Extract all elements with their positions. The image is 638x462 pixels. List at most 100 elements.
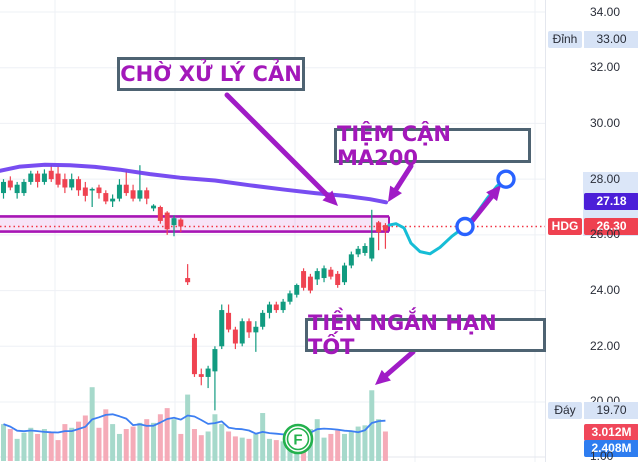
- candle-body: [198, 374, 204, 377]
- volume-bar: [273, 440, 279, 461]
- candlestick-chart-canvas[interactable]: F: [0, 0, 545, 462]
- candle-body: [130, 190, 136, 199]
- volume-bar: [48, 431, 54, 461]
- volume-bar: [266, 438, 272, 461]
- candle-body: [7, 180, 13, 188]
- volume-bar: [219, 424, 225, 461]
- volume-bar: [178, 433, 184, 461]
- axis-row: Đáy 19.70: [546, 401, 638, 419]
- volume-bar: [144, 419, 150, 461]
- volume-bar: [342, 433, 347, 461]
- candle-body: [369, 237, 375, 259]
- volume-bar: [110, 424, 116, 461]
- volume-bar: [171, 419, 177, 461]
- axis-row: 24.00: [546, 282, 638, 299]
- axis-row: 32.00: [546, 59, 638, 76]
- candle-body: [151, 205, 157, 209]
- projection-circle[interactable]: [455, 216, 475, 237]
- axis-row: Đỉnh 33.00: [546, 31, 638, 49]
- candle-body: [301, 271, 307, 288]
- candle-body: [253, 326, 259, 333]
- candle-body: [314, 271, 320, 280]
- volume-bar: [103, 409, 109, 461]
- candle-body: [219, 310, 225, 347]
- volume-bar: [226, 431, 232, 461]
- candle-body: [185, 278, 191, 283]
- candle-body: [28, 173, 34, 182]
- candle-body: [144, 190, 150, 199]
- candle-body: [89, 188, 95, 191]
- volume-bar: [96, 427, 102, 461]
- volume-bar: [376, 419, 382, 461]
- candle-body: [82, 187, 88, 196]
- axis-side-label: HDG: [548, 217, 582, 235]
- volume-bar: [14, 438, 20, 461]
- volume-bar: [41, 429, 47, 461]
- annotation-ma200-note[interactable]: TIỆM CẬN MA200: [334, 122, 531, 170]
- volume-bar: [62, 424, 68, 461]
- price-axis[interactable]: 34.00 Đỉnh 33.00 32.00 30.00 28.00 27.18 HDG 26.…: [545, 0, 638, 462]
- volume-bar: [239, 437, 245, 461]
- volume-bar: [348, 431, 354, 461]
- volume-bar: [55, 440, 61, 461]
- annotation-text: TIỆM CẬN MA200: [337, 121, 451, 170]
- candle-body: [335, 273, 341, 285]
- candle-body: [96, 187, 102, 194]
- arrow-shaft: [383, 349, 416, 378]
- axis-row: 28.00: [546, 171, 638, 188]
- candle-body: [205, 368, 211, 377]
- price-badge: 2.408M: [584, 439, 638, 457]
- volume-bar: [76, 421, 82, 461]
- candle-body: [35, 173, 41, 182]
- volume-bar: [21, 432, 27, 461]
- candle-body: [123, 184, 129, 194]
- f-logo-letter: F: [293, 432, 302, 449]
- price-label: 26.00: [590, 227, 621, 242]
- projection-line[interactable]: [387, 177, 508, 256]
- volume-bar: [123, 429, 129, 461]
- candle-body: [280, 301, 286, 311]
- candle-body: [103, 193, 109, 202]
- price-label: 33.00: [584, 31, 638, 49]
- price-label: 1.00: [590, 448, 614, 462]
- candle-body: [69, 179, 75, 188]
- candle-body: [116, 184, 122, 199]
- projection-circle[interactable]: [496, 169, 516, 189]
- candle-body: [342, 265, 347, 283]
- volume-bar: [191, 429, 197, 461]
- volume-bar: [246, 438, 252, 461]
- arrow-head: [322, 190, 338, 206]
- volume-bar: [314, 419, 320, 461]
- volume-bar: [137, 422, 143, 461]
- volume-bar: [1, 424, 6, 461]
- annotation-shortterm-money-note[interactable]: TIỀN NGẮN HẠN TỐT: [305, 311, 546, 359]
- candle-body: [328, 269, 334, 277]
- annotation-text: TIỀN NGẮN HẠN TỐT: [308, 311, 497, 359]
- arrow-head: [486, 185, 501, 202]
- axis-side-label: Đỉnh: [548, 31, 582, 49]
- volume-bar: [321, 437, 327, 461]
- price-label: 28.00: [590, 171, 621, 186]
- candle-body: [239, 321, 245, 344]
- volume-bar: [355, 426, 361, 461]
- candle-body: [191, 337, 197, 375]
- volume-bar: [69, 427, 75, 461]
- volume-bar: [116, 433, 122, 461]
- axis-row: 27.18: [546, 193, 638, 211]
- price-label: 34.00: [590, 4, 621, 19]
- candle-body: [226, 312, 232, 330]
- volume-bar: [328, 433, 334, 461]
- candle-body: [307, 276, 313, 291]
- axis-row: 2.408M: [546, 439, 638, 457]
- volume-bar: [151, 422, 157, 461]
- candle-body: [362, 245, 368, 253]
- volume-bar: [157, 414, 163, 461]
- candle-body: [321, 268, 327, 279]
- price-label: 19.70: [584, 401, 638, 419]
- arrow-head: [388, 185, 402, 202]
- annotation-resistance-note[interactable]: CHỜ XỬ LÝ CẢN: [117, 57, 305, 91]
- volume-bar: [232, 436, 238, 461]
- resistance-band[interactable]: [0, 216, 389, 232]
- axis-row: HDG 26.30: [546, 217, 638, 235]
- candle-body: [21, 181, 27, 194]
